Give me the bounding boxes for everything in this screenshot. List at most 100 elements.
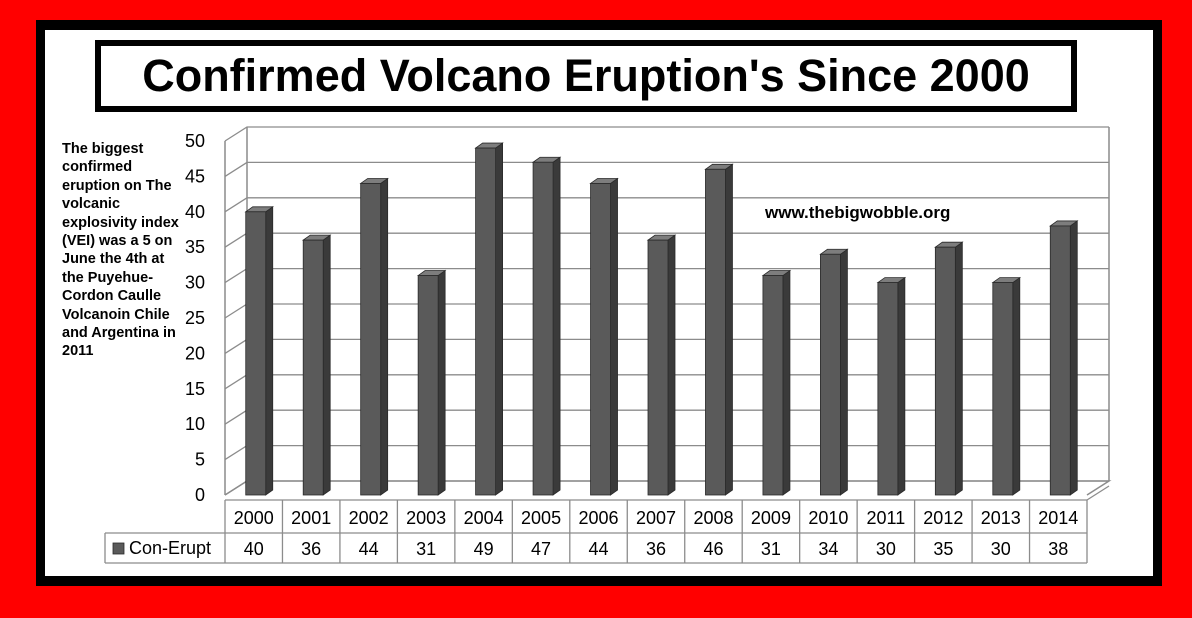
bar-side — [552, 156, 561, 496]
bar-side — [954, 241, 963, 496]
data-label: 38 — [1048, 539, 1068, 559]
gridline — [224, 126, 1109, 142]
bar — [934, 241, 964, 496]
data-label: 30 — [876, 539, 896, 559]
bar-side — [322, 234, 331, 496]
y-tick-label: 5 — [195, 450, 205, 470]
data-label: 31 — [761, 539, 781, 559]
legend-label: Con-Erupt — [129, 538, 211, 558]
bar-front — [475, 147, 497, 496]
bar — [359, 177, 389, 496]
x-tick-label: 2014 — [1038, 508, 1078, 528]
bar — [646, 234, 677, 496]
x-tick-label: 2005 — [521, 508, 561, 528]
bar-side — [1012, 276, 1021, 496]
data-label: 44 — [589, 539, 609, 559]
bar-front — [877, 282, 899, 496]
table-line — [1086, 485, 1110, 501]
bar — [704, 163, 734, 496]
bar — [991, 276, 1022, 496]
gridline — [224, 197, 1109, 213]
bar-front — [705, 168, 726, 496]
x-tick-label: 2006 — [579, 508, 619, 528]
bar-front — [820, 253, 841, 496]
side-note: The biggest confirmed eruption on The vo… — [62, 141, 179, 360]
bar — [244, 206, 274, 496]
bar-side — [840, 248, 848, 496]
x-tick-label: 2012 — [923, 508, 963, 528]
bar — [876, 276, 907, 496]
y-tick-label: 20 — [185, 343, 205, 363]
bar — [416, 269, 447, 496]
bar-side — [782, 269, 791, 496]
bar-front — [532, 161, 554, 496]
x-tick-label: 2010 — [808, 508, 848, 528]
bar — [589, 177, 619, 496]
x-tick-label: 2001 — [291, 508, 331, 528]
bar-side — [495, 142, 504, 496]
x-tick-label: 2011 — [867, 508, 906, 528]
bar-side — [380, 177, 389, 496]
data-label: 34 — [818, 539, 838, 559]
y-tick-label: 40 — [185, 202, 205, 222]
y-tick-label: 0 — [195, 485, 205, 505]
y-tick-label: 30 — [185, 273, 205, 293]
gridline — [224, 161, 1109, 177]
bar-front — [417, 275, 439, 496]
bar-front — [934, 246, 956, 496]
bar — [1049, 220, 1079, 496]
bar-side — [725, 163, 733, 496]
y-tick-label: 45 — [185, 166, 205, 186]
data-label: 30 — [991, 539, 1011, 559]
x-tick-label: 2009 — [751, 508, 791, 528]
x-tick-label: 2008 — [693, 508, 733, 528]
bar-side — [610, 177, 618, 496]
bar-side — [897, 276, 906, 496]
chart-title: Confirmed Volcano Eruption's Since 2000 — [142, 50, 1030, 101]
data-label: 40 — [244, 539, 264, 559]
x-tick-label: 2002 — [349, 508, 389, 528]
y-tick-label: 35 — [185, 237, 205, 257]
data-label: 31 — [416, 539, 436, 559]
data-label: 36 — [301, 539, 321, 559]
watermark-url: www.thebigwobble.org — [765, 203, 951, 222]
bar-front — [360, 183, 382, 496]
bar-side — [265, 206, 274, 496]
bar — [474, 142, 504, 496]
bars — [244, 142, 1079, 496]
bar-side — [667, 234, 676, 496]
y-tick-label: 25 — [185, 308, 205, 328]
x-tick-label: 2007 — [636, 508, 676, 528]
y-tick-label: 50 — [185, 131, 205, 151]
bar-side — [1069, 220, 1078, 496]
bar-front — [1049, 225, 1071, 496]
data-label: 46 — [703, 539, 723, 559]
title-box: Confirmed Volcano Eruption's Since 2000 — [101, 46, 1071, 106]
data-label: 49 — [474, 539, 494, 559]
data-label: 44 — [359, 539, 379, 559]
bar — [531, 156, 562, 496]
legend-swatch — [112, 542, 125, 555]
bar-front — [647, 239, 669, 496]
bar — [761, 269, 792, 496]
data-table: 2000 40 2001 36 2002 44 2003 31 2004 49 2005 47 2006… — [104, 485, 1110, 564]
data-label: 47 — [531, 539, 551, 559]
x-tick-label: 2013 — [981, 508, 1021, 528]
x-tick-label: 2003 — [406, 508, 446, 528]
data-label: 36 — [646, 539, 666, 559]
bar-front — [992, 282, 1014, 496]
bar-front — [762, 275, 784, 496]
x-tick-label: 2004 — [464, 508, 504, 528]
y-tick-label: 15 — [185, 379, 205, 399]
y-axis-ticks: 0 5 10 15 20 25 30 35 40 45 50 — [185, 131, 205, 505]
data-label: 35 — [933, 539, 953, 559]
bar-front — [590, 183, 611, 496]
bar — [301, 234, 332, 496]
x-tick-label: 2000 — [234, 508, 274, 528]
y-tick-label: 10 — [185, 414, 205, 434]
bar — [819, 248, 849, 496]
bar-side — [437, 269, 446, 496]
bar-front — [302, 239, 324, 496]
bar-front — [245, 211, 267, 496]
